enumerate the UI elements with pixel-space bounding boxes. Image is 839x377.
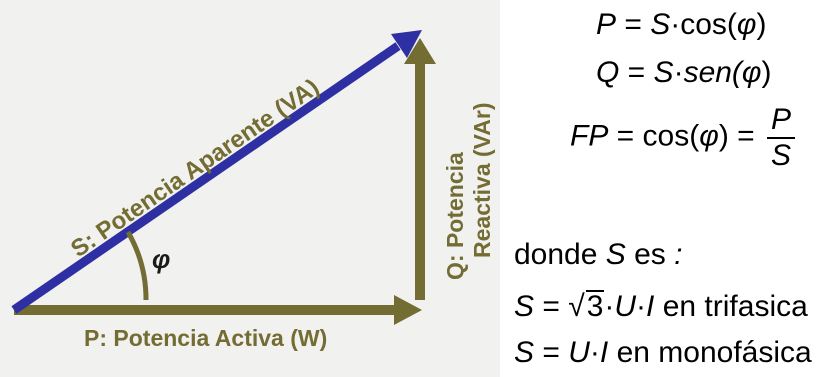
close-paren: )	[761, 56, 772, 89]
donde-es: es	[625, 238, 666, 271]
symbol-i: I	[599, 336, 609, 369]
base-label: P: Potencia Activa (W)	[84, 325, 327, 351]
angle-phi-label: φ	[152, 244, 170, 274]
power-triangle: φ S: Potencia Aparente (VA) P: Potencia …	[11, 30, 495, 351]
vertical-label-line2: Reactiva (VAr)	[469, 102, 495, 258]
close-paren: )	[718, 119, 729, 153]
apparent-power-arrow-shaft	[11, 42, 401, 314]
symbol-s: S	[653, 56, 674, 89]
dot-operator: ·	[673, 56, 684, 89]
symbol-phi: φ	[736, 8, 757, 41]
formulas-panel: P = S·cos(φ) Q = S·sen(φ) FP = cos(φ) = …	[500, 0, 839, 377]
equals-sign-2: =	[728, 119, 764, 153]
symbol-u: U	[614, 290, 637, 323]
symbol-s: S	[605, 238, 626, 271]
equals-sign: =	[534, 336, 569, 369]
close-paren: )	[756, 8, 767, 41]
symbol-phi: φ	[741, 56, 762, 89]
donde-colon: :	[665, 238, 683, 271]
dot-operator: ·	[589, 336, 600, 369]
donde-line: donde S es :	[514, 240, 682, 270]
symbol-p: P	[596, 8, 617, 41]
sqrt-radicand: 3	[585, 290, 605, 323]
symbol-phi: φ	[699, 119, 719, 153]
donde-prefix: donde	[514, 238, 606, 271]
equals-sign: =	[619, 56, 654, 89]
hypotenuse-label: S: Potencia Aparente (VA)	[66, 74, 324, 263]
formula-p: P = S·cos(φ)	[596, 10, 767, 40]
apparent-power-arrowhead	[391, 30, 422, 58]
cos-function: cos(	[680, 8, 737, 41]
formula-q: Q = S·sen(φ)	[596, 58, 772, 88]
equals-sign: =	[616, 8, 651, 41]
sqrt-sign: √	[568, 290, 585, 323]
vertical-label-line1: Q: Potencia	[442, 152, 468, 280]
dot-operator-2: ·	[636, 290, 647, 323]
dot-operator: ·	[670, 8, 681, 41]
cos-function: cos(	[642, 119, 700, 153]
monofasica-text: en monofásica	[608, 336, 812, 369]
fraction-denominator: S	[771, 138, 792, 172]
symbol-u: U	[568, 336, 590, 369]
formula-trifasica: S = √3·U·I en trifasica	[514, 290, 808, 322]
active-power-arrowhead	[394, 295, 422, 325]
dot-operator: ·	[604, 290, 615, 323]
symbol-s: S	[650, 8, 671, 41]
symbol-i: I	[646, 290, 655, 323]
angle-arc	[125, 230, 149, 301]
trifasica-text: en trifasica	[654, 290, 808, 323]
symbol-q: Q	[596, 56, 620, 89]
equals-sign: =	[608, 119, 643, 153]
fraction-numerator: P	[767, 104, 796, 139]
formula-monofasica: S = U·I en monofásica	[514, 338, 812, 368]
symbol-fp: FP	[570, 119, 609, 153]
symbol-s: S	[514, 336, 535, 369]
equals-sign: =	[534, 290, 569, 323]
reactive-power-arrowhead	[404, 38, 436, 64]
sen-function: sen(	[683, 56, 742, 89]
symbol-s: S	[514, 290, 535, 323]
